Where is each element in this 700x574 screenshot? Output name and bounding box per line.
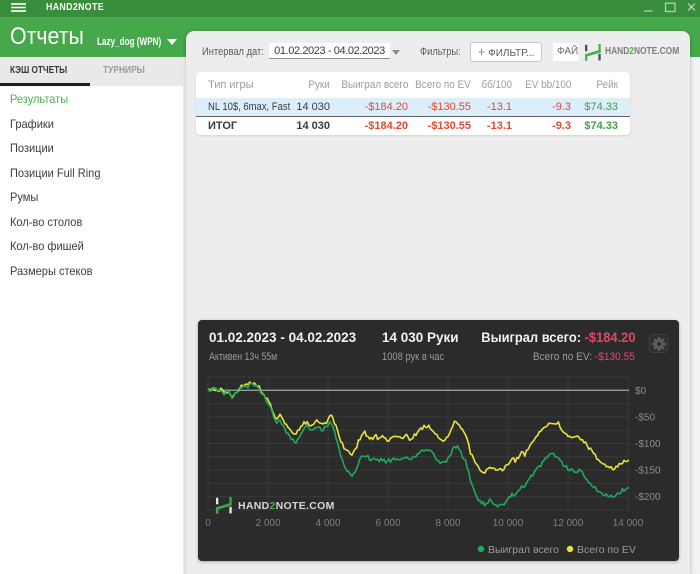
svg-text:4 000: 4 000	[315, 518, 340, 529]
svg-text:6 000: 6 000	[375, 518, 400, 529]
svg-text:12 000: 12 000	[553, 518, 584, 529]
svg-text:2 000: 2 000	[255, 518, 280, 529]
svg-text:8 000: 8 000	[435, 518, 460, 529]
svg-text:10 000: 10 000	[493, 518, 524, 529]
svg-text:-$150: -$150	[635, 466, 661, 477]
svg-text:HAND2NOTE.COM: HAND2NOTE.COM	[238, 500, 335, 512]
svg-text:0: 0	[205, 518, 211, 529]
svg-text:-$200: -$200	[635, 492, 661, 503]
svg-text:$0: $0	[635, 386, 647, 397]
svg-text:-$50: -$50	[635, 412, 655, 423]
svg-text:Всего по EV: Всего по EV	[577, 544, 636, 556]
svg-text:-$100: -$100	[635, 439, 661, 450]
svg-text:Выиграл всего: Выиграл всего	[488, 544, 559, 556]
svg-text:14 000: 14 000	[613, 518, 644, 529]
